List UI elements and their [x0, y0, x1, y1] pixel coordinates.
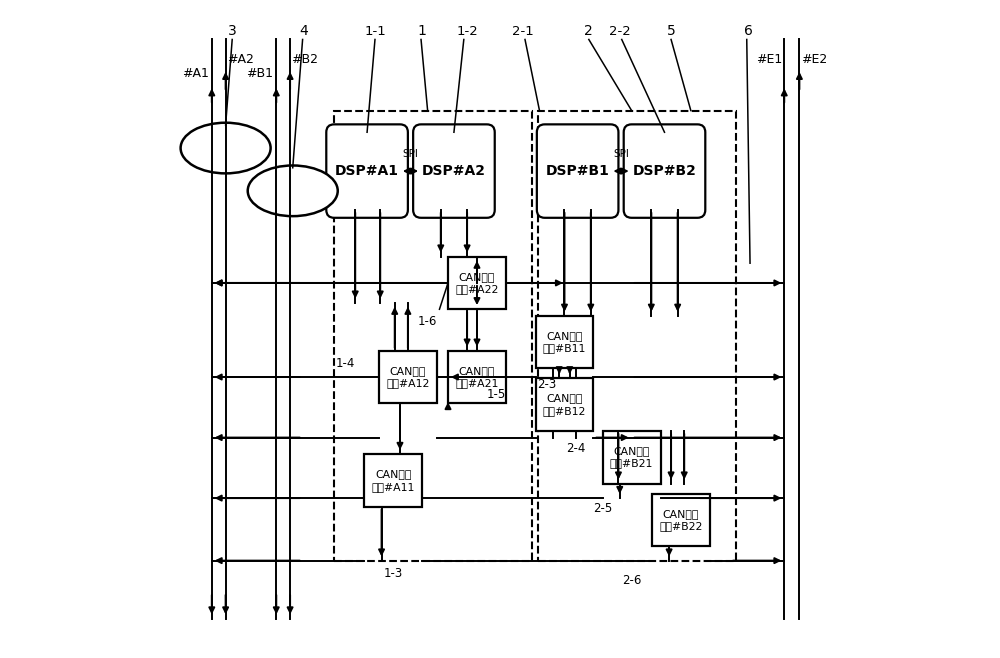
- Text: 1-4: 1-4: [336, 357, 355, 370]
- Text: 1: 1: [418, 24, 427, 38]
- FancyBboxPatch shape: [413, 124, 495, 218]
- Text: DSP#B1: DSP#B1: [546, 164, 610, 178]
- Text: 1-6: 1-6: [418, 315, 437, 328]
- Bar: [536, 316, 593, 368]
- Bar: [448, 351, 506, 403]
- Bar: [536, 378, 593, 431]
- Text: 2-3: 2-3: [538, 378, 557, 392]
- Ellipse shape: [248, 166, 338, 216]
- Text: #A2: #A2: [227, 53, 254, 66]
- Text: 2-2: 2-2: [609, 24, 631, 38]
- Text: #B2: #B2: [291, 53, 318, 66]
- Text: CAN总线
端口#B11: CAN总线 端口#B11: [543, 331, 586, 353]
- Text: CAN总线
端口#A22: CAN总线 端口#A22: [455, 272, 499, 294]
- Bar: [538, 111, 736, 561]
- Text: CAN总线
端口#B12: CAN总线 端口#B12: [543, 393, 586, 416]
- FancyBboxPatch shape: [624, 124, 705, 218]
- Text: CAN总线
端口#B21: CAN总线 端口#B21: [610, 446, 653, 468]
- Text: 2-4: 2-4: [566, 442, 585, 455]
- FancyBboxPatch shape: [326, 124, 408, 218]
- Text: DSP#A1: DSP#A1: [335, 164, 399, 178]
- Text: 1-5: 1-5: [487, 388, 506, 401]
- Bar: [364, 454, 422, 507]
- Text: #E1: #E1: [756, 53, 782, 66]
- Text: DSP#B2: DSP#B2: [633, 164, 696, 178]
- Text: CAN总线
端口#B22: CAN总线 端口#B22: [659, 509, 703, 531]
- Text: 1-3: 1-3: [384, 567, 403, 580]
- Text: #B1: #B1: [246, 67, 273, 80]
- Text: DSP#A2: DSP#A2: [422, 164, 486, 178]
- Text: 6: 6: [744, 24, 753, 38]
- Text: 4: 4: [300, 24, 308, 38]
- Text: 1-1: 1-1: [364, 24, 386, 38]
- Text: SPI: SPI: [613, 149, 629, 159]
- Ellipse shape: [181, 122, 271, 174]
- Text: CAN总线
端口#A12: CAN总线 端口#A12: [386, 366, 430, 388]
- Text: 1-2: 1-2: [456, 24, 478, 38]
- Text: 2: 2: [584, 24, 593, 38]
- Text: CAN总线
端口#A21: CAN总线 端口#A21: [455, 366, 499, 388]
- Bar: [379, 351, 437, 403]
- Bar: [334, 111, 532, 561]
- Text: 2-5: 2-5: [593, 501, 613, 515]
- Text: SPI: SPI: [403, 149, 418, 159]
- Bar: [652, 494, 710, 546]
- Text: CAN总线
端口#A11: CAN总线 端口#A11: [372, 469, 415, 492]
- Text: 3: 3: [228, 24, 237, 38]
- FancyBboxPatch shape: [537, 124, 618, 218]
- Text: #E2: #E2: [801, 53, 827, 66]
- Bar: [448, 257, 506, 309]
- Bar: [603, 431, 661, 484]
- Text: 2-1: 2-1: [512, 24, 534, 38]
- Text: #A1: #A1: [182, 67, 209, 80]
- Text: 2-6: 2-6: [622, 574, 641, 587]
- Text: 5: 5: [667, 24, 675, 38]
